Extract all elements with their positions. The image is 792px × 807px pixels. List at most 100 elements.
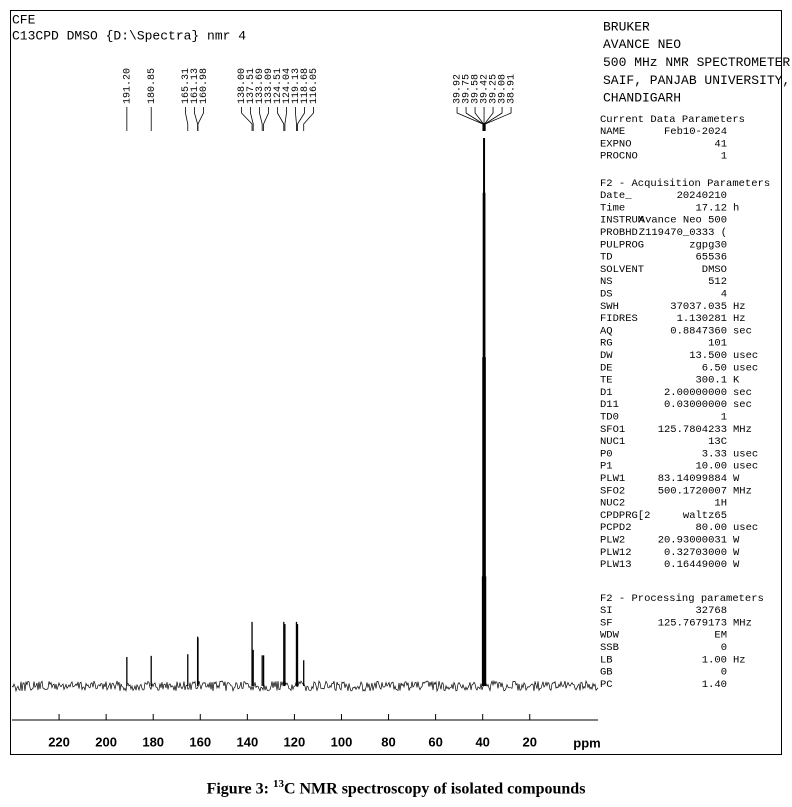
param-unit: sec (733, 325, 752, 337)
peak-label: 124.51 (273, 68, 284, 104)
param-value: 37037.035 (670, 301, 727, 313)
param-name: PULPROG (600, 239, 644, 251)
param-value: 4 (721, 288, 727, 300)
x-tick-label: 80 (381, 734, 395, 749)
peak-label-connector (484, 107, 512, 131)
peak-label: 119.13 (291, 68, 302, 104)
param-name: SOLVENT (600, 264, 644, 276)
param-name: PCPD2 (600, 522, 632, 534)
peak-label: 191.20 (122, 68, 133, 104)
param-name: PC (600, 679, 613, 691)
param-unit: usec (733, 448, 758, 460)
instrument-line: SAIF, PANJAB UNIVERSITY, (603, 73, 790, 88)
param-value: 300.1 (695, 375, 727, 387)
peak-label: 161.13 (190, 68, 201, 104)
param-unit: MHz (733, 424, 752, 436)
param-value: 1.130281 (677, 313, 727, 325)
param-value: EM (714, 630, 727, 642)
param-value: Avance Neo 500 (639, 215, 727, 227)
param-unit: Hz (733, 301, 746, 313)
param-unit: MHz (733, 617, 752, 629)
param-value: 2.00000000 (664, 387, 727, 399)
param-value: 500.1720007 (658, 485, 727, 497)
param-name: PLW13 (600, 559, 632, 571)
param-value: 0.03000000 (664, 399, 727, 411)
peak-label-connector (185, 107, 189, 131)
param-value: zgpg30 (689, 239, 727, 251)
peak-label: 137.51 (246, 68, 257, 104)
param-name: PLW2 (600, 534, 625, 546)
param-value: 10.00 (695, 461, 727, 473)
param-value: 65536 (695, 252, 727, 264)
x-tick-label: 60 (428, 734, 442, 749)
param-name: SFO2 (600, 485, 625, 497)
param-unit: usec (733, 461, 758, 473)
param-name: GB (600, 667, 613, 679)
param-name: SI (600, 605, 613, 617)
param-value: 0 (721, 642, 727, 654)
param-value: 125.7804233 (658, 424, 727, 436)
param-value: 80.00 (695, 522, 727, 534)
param-name: TE (600, 375, 613, 387)
param-value: 1 (721, 151, 727, 163)
param-name: NAME (600, 126, 625, 138)
x-tick-label: 140 (236, 734, 258, 749)
param-name: WDW (600, 630, 620, 642)
param-value: Z119470_0333 ( (639, 227, 727, 239)
peak-label-connector (259, 107, 263, 131)
peak-label: 138.00 (237, 68, 248, 104)
peak-label-connector (295, 107, 297, 131)
peak-label: 133.69 (255, 68, 266, 104)
param-name: DS (600, 288, 613, 300)
param-unit: usec (733, 362, 758, 374)
x-tick-label: 100 (331, 734, 353, 749)
peak-label-connector (465, 107, 484, 131)
param-unit: h (733, 202, 739, 214)
param-value: 125.7679173 (658, 617, 727, 629)
param-name: Date_ (600, 190, 632, 202)
peak-label-connector (194, 107, 199, 131)
param-value: 13.500 (689, 350, 727, 362)
peak-label-connector (484, 107, 503, 131)
param-name: INSTRUM (600, 215, 644, 227)
param-section-title: F2 - Acquisition Parameters (600, 178, 770, 190)
peak-label-connector (484, 107, 494, 131)
param-name: PROCNO (600, 151, 638, 163)
param-unit: sec (733, 399, 752, 411)
peak-label-connector (284, 107, 287, 131)
param-value: 1H (714, 498, 727, 510)
frame (10, 10, 782, 755)
param-value: 0.16449000 (664, 559, 727, 571)
param-value: 0.8847360 (670, 325, 727, 337)
param-value: Feb10-2024 (664, 126, 727, 138)
param-name: RG (600, 338, 613, 350)
param-value: 20.93000031 (658, 534, 727, 546)
instrument-line: CHANDIGARH (603, 91, 681, 106)
param-name: DW (600, 350, 613, 362)
param-value: 6.50 (702, 362, 727, 374)
peak-label: 39.75 (462, 74, 473, 104)
param-name: NUC2 (600, 498, 625, 510)
peak-label: 39.58 (471, 74, 482, 104)
peak-label-connector (474, 107, 485, 131)
x-tick-label: 180 (142, 734, 164, 749)
peak-label-connector (250, 107, 254, 131)
param-unit: usec (733, 350, 758, 362)
peak-label: 165.31 (181, 68, 192, 104)
param-name: NUC1 (600, 436, 625, 448)
peak-label-connector (303, 107, 314, 131)
param-value: waltz65 (683, 510, 727, 522)
peak-label: 180.85 (147, 68, 158, 104)
peak-label: 118.68 (300, 68, 311, 104)
param-name: PROBHD (600, 227, 638, 239)
param-name: Time (600, 202, 625, 214)
x-tick-label: 20 (523, 734, 537, 749)
instrument-line: 500 MHz NMR SPECTROMETER (603, 55, 790, 70)
param-name: PLW1 (600, 473, 625, 485)
param-unit: W (733, 547, 740, 559)
param-name: TD (600, 252, 613, 264)
param-value: 0 (721, 667, 727, 679)
param-value: 13C (708, 436, 727, 448)
